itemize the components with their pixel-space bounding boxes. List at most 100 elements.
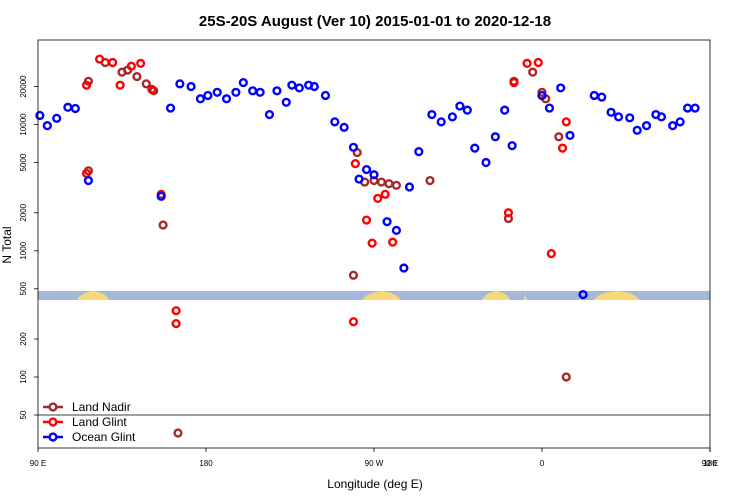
ocean-glint-point-7 — [165, 103, 176, 113]
ocean-glint-point-38 — [436, 117, 446, 127]
land-glint-point-5 — [126, 61, 136, 71]
land-nadir-point-14 — [376, 177, 387, 187]
x-axis-label: Longitude (deg E) — [327, 477, 422, 491]
strip-land-1 — [362, 291, 401, 300]
land-glint-point-17 — [388, 237, 398, 247]
ocean-glint-point-51 — [578, 289, 588, 300]
y-tick-label-5: 2000 — [19, 203, 28, 221]
ocean-glint-point-25 — [320, 90, 331, 101]
ocean-glint-point-64 — [690, 103, 700, 113]
ocean-glint-point-35 — [404, 182, 415, 192]
land-glint-point-0 — [81, 80, 92, 90]
ocean-glint-point-29 — [354, 174, 364, 184]
x-tick-label-0: 90 E — [30, 459, 46, 468]
ocean-glint-point-55 — [613, 112, 624, 122]
ocean-glint-point-52 — [589, 90, 599, 101]
y-axis-label: N Total — [0, 226, 14, 263]
ocean-glint-point-14 — [231, 87, 241, 97]
ocean-glint-point-12 — [212, 87, 222, 97]
y-tick-label-7: 10000 — [19, 113, 28, 136]
land-glint-point-3 — [108, 57, 118, 68]
x-tick-label-4: 90 E — [702, 459, 718, 468]
ocean-glint-point-20 — [281, 97, 291, 107]
land-glint-point-23 — [546, 248, 556, 259]
y-axis: 50 100 200 500 1000 2000 5000 10000 20000 — [19, 75, 38, 419]
ocean-glint-point-60 — [656, 112, 667, 122]
y-tick-label-2: 200 — [19, 332, 28, 346]
land-nadir-point-15 — [384, 179, 394, 189]
land-glint-point-25 — [561, 117, 571, 127]
ocean-glint-point-54 — [606, 107, 616, 117]
y-tick-label-0: 50 — [19, 410, 28, 419]
ocean-glint-point-26 — [330, 117, 340, 127]
ocean-glint-point-3 — [63, 102, 73, 112]
ocean-glint-point-44 — [490, 132, 500, 142]
legend-label-land-glint: Land Glint — [72, 415, 127, 429]
y-tick-label-3: 500 — [19, 282, 28, 296]
ocean-glint-point-40 — [455, 101, 465, 111]
ocean-glint-point-0 — [35, 110, 45, 121]
land-glint-point-15 — [373, 193, 383, 203]
ocean-glint-point-37 — [427, 109, 437, 120]
land-glint-point-7 — [147, 84, 157, 94]
legend-marker-land-glint — [48, 417, 58, 427]
x-tick-label-2: 90 W — [365, 459, 384, 468]
ocean-glint-point-28 — [348, 142, 359, 152]
land-glint-point-18 — [503, 208, 514, 218]
ocean-glint-point-15 — [238, 77, 248, 88]
chart-title: 25S-20S August (Ver 10) 2015-01-01 to 20… — [199, 13, 551, 30]
land-nadir-point-21 — [537, 87, 547, 97]
ocean-glint-point-56 — [625, 113, 635, 123]
y-tick-label-6: 5000 — [19, 153, 28, 171]
land-glint-point-16 — [380, 189, 390, 199]
land-glint-point-6 — [136, 58, 146, 68]
x-tick-label-5: 180 — [703, 459, 717, 468]
strip-land-4 — [594, 291, 640, 300]
ocean-glint-point-9 — [186, 81, 196, 92]
ocean-glint-point-5 — [83, 175, 94, 186]
land-glint-point-12 — [350, 159, 360, 169]
land-nadir-point-20 — [528, 67, 538, 77]
ocean-glint-point-21 — [287, 80, 297, 90]
ocean-glint-point-19 — [272, 86, 282, 96]
ocean-glint-point-1 — [42, 121, 52, 131]
ocean-glint-point-46 — [507, 141, 517, 151]
ocean-glint-point-50 — [565, 130, 575, 141]
ocean-glint-point-53 — [597, 92, 607, 102]
ocean-glint-point-16 — [248, 86, 258, 96]
land-nadir-point-23 — [554, 132, 564, 142]
land-nadir-point-17 — [425, 175, 435, 186]
land-glint-point-4 — [115, 80, 125, 90]
land-glint-point-19 — [509, 77, 519, 88]
ocean-glint-point-31 — [369, 170, 379, 180]
ocean-glint-point-32 — [382, 217, 392, 227]
land-nadir-point-24 — [561, 372, 571, 382]
y-tick-label-8: 20000 — [19, 75, 28, 98]
ocean-glint-point-57 — [632, 125, 642, 135]
ocean-glint-point-62 — [675, 117, 685, 127]
land-glint-point-11 — [348, 317, 359, 327]
ocean-glint-point-47 — [537, 90, 547, 101]
ocean-glint-point-42 — [470, 143, 480, 153]
ocean-glint-point-63 — [682, 103, 693, 113]
data-points — [35, 54, 700, 438]
land-glint-point-24 — [557, 143, 568, 153]
ocean-glint-point-58 — [641, 121, 652, 131]
ocean-glint-point-4 — [70, 103, 80, 114]
ocean-glint-point-61 — [668, 121, 678, 131]
ocean-glint-point-6 — [156, 191, 166, 201]
strip-land-2 — [482, 291, 511, 300]
land-glint-point-2 — [94, 54, 105, 64]
ocean-glint-point-43 — [481, 157, 491, 168]
land-nadir-point-6 — [141, 79, 151, 89]
ocean-glint-point-24 — [309, 81, 319, 92]
land-glint-point-9 — [171, 306, 181, 316]
ocean-glint-point-30 — [361, 164, 372, 175]
legend-marker-ocean-glint — [48, 432, 58, 442]
ocean-glint-point-27 — [339, 122, 349, 132]
land-glint-point-21 — [533, 57, 543, 68]
land-nadir-point-5 — [132, 71, 142, 82]
